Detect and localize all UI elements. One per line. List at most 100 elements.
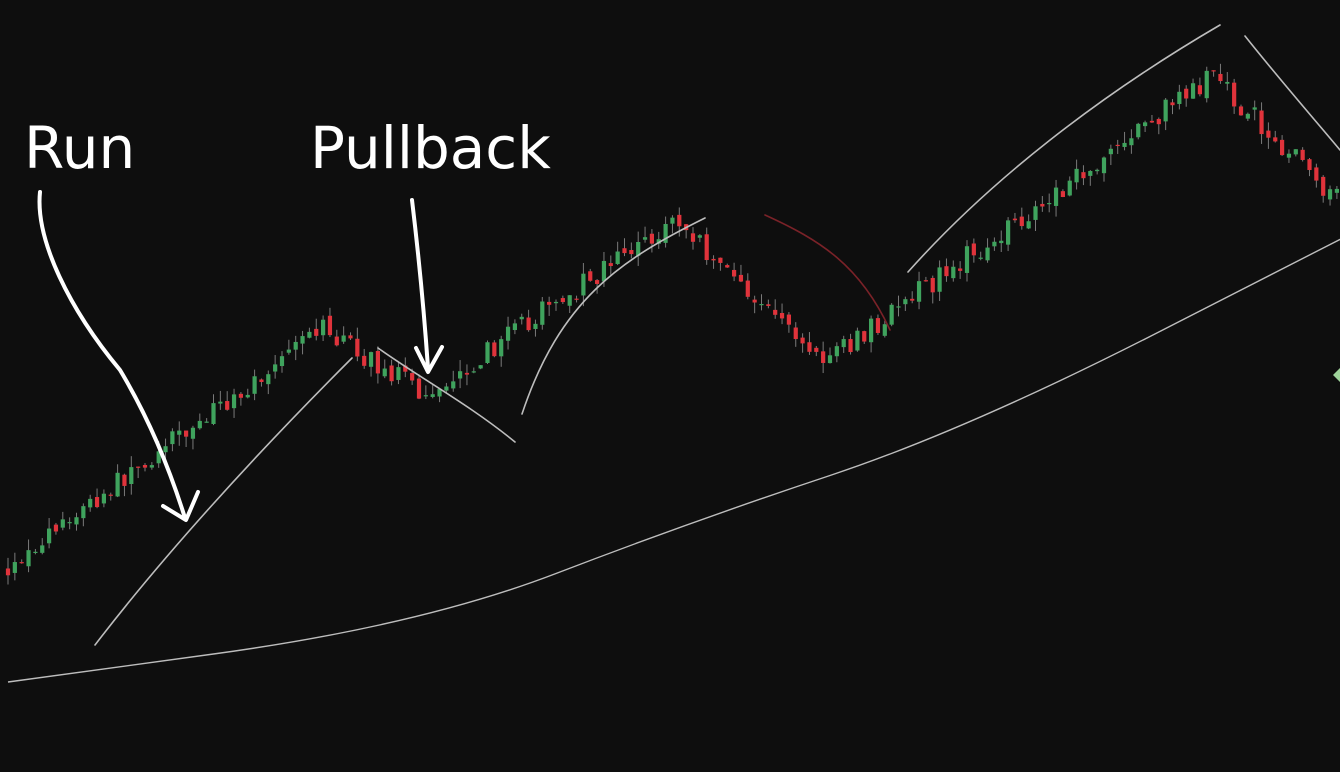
candle-down [779,313,785,319]
candle-up [636,242,641,256]
candle-down [1232,82,1237,107]
candle-up [642,237,648,240]
candle-up [1053,187,1059,206]
candle-up [670,217,675,224]
candle-up [1252,107,1257,110]
candle-down [5,568,11,576]
candle-up [245,394,250,398]
candle-down [1218,73,1223,82]
candle-down [690,233,696,242]
candle-up [601,260,607,282]
candle-up [451,381,456,389]
candle-down [362,355,367,366]
candle-down [1170,102,1175,106]
candle-up [553,301,559,304]
candle-up [1143,122,1148,127]
candle-up [663,223,668,243]
candle-down [1238,106,1244,116]
candle-down [814,347,819,352]
candle-down [588,271,593,281]
candle-up [423,395,428,397]
candle-up [1101,157,1107,174]
candle-down [793,327,798,340]
candle-up [12,562,17,573]
candle-up [855,330,860,351]
candle-up [903,299,908,305]
candle-up [841,339,846,348]
candle-up [759,304,764,306]
candle-up [1245,113,1250,119]
candle-down [807,342,812,352]
candle-up [1177,91,1182,104]
candle-down [314,328,319,336]
candle-up [1088,170,1093,176]
candle-up [458,371,463,379]
candle-up [581,273,586,296]
pullback-annotation: Pullback [310,114,551,182]
candle-up [1033,206,1038,220]
pullback-sketch-line-2 [764,214,891,331]
moving-average-line [7,238,1340,683]
candle-up [1095,169,1100,172]
candle-down [334,336,339,346]
candle-down [848,339,853,353]
candle-down [94,497,100,508]
candle-up [1334,188,1339,193]
candle-down [704,234,709,261]
candle-up [204,421,209,423]
candle-up [47,528,52,544]
candle-up [81,506,86,519]
candle-up [964,246,970,273]
candle-down [910,298,915,301]
candle-up [1074,168,1079,183]
candle-up [1190,83,1196,99]
candle-down [464,372,470,375]
candle-up [149,465,154,468]
candle-down [752,299,757,303]
candle-down [821,351,826,363]
moving-average-layer [7,238,1340,683]
candle-down [1266,130,1271,138]
candles-layer [5,63,1339,585]
annotation-arrows [37,190,444,522]
candle-down [595,280,600,284]
candle-up [266,374,271,385]
candle-down [738,274,744,282]
candle-up [937,267,942,292]
candle-down [862,331,867,342]
candle-down [1060,191,1065,197]
candle-up [430,394,435,397]
candle-up [533,323,538,329]
candle-up [279,356,285,367]
candle-up [156,451,161,464]
candle-down [629,250,634,255]
candle-up [177,430,182,435]
candle-up [1122,142,1127,147]
candle-up [286,349,291,353]
candle-up [1006,220,1011,245]
candle-up [519,316,524,320]
candle-down [238,393,243,398]
candle-up [478,365,483,369]
candle-up [115,472,120,497]
candle-up [300,336,305,344]
candle-down [711,258,716,261]
candle-up [567,295,572,306]
pullback-sketch-line-1 [377,347,516,443]
candle-down [122,474,127,486]
candle-up [197,420,202,429]
candle-down [389,365,394,382]
candle-up [170,431,175,445]
run-sketch-line-1 [94,357,353,646]
candle-up [211,403,216,424]
candle-down [1197,85,1202,95]
candle-up [101,493,106,504]
candle-down [1280,139,1285,156]
candle-down [560,298,565,303]
candle-up [540,301,545,325]
candle-down [259,379,264,383]
candle-down [875,318,881,333]
candle-down [1115,144,1120,147]
candle-up [505,326,511,341]
